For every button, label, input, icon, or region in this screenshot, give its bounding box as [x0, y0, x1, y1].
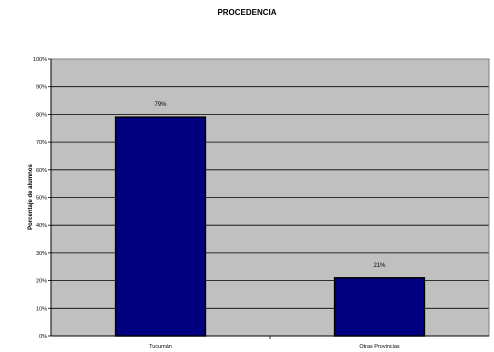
y-tick-label: 0% — [39, 334, 47, 340]
y-tick-label: 30% — [36, 251, 47, 257]
chart-title: PROCEDENCIA — [217, 8, 277, 17]
bar-0 — [114, 116, 207, 337]
x-tick-label: Otras Provincias — [359, 344, 400, 350]
y-tick-label: 80% — [36, 112, 47, 118]
y-tick-label: 90% — [36, 85, 47, 91]
x-tick-label: Tucumán — [149, 344, 172, 350]
y-tick-label: 60% — [36, 168, 47, 174]
y-tick-label: 10% — [36, 306, 47, 312]
y-tick-label: 100% — [33, 57, 47, 63]
y-tick-label: 40% — [36, 223, 47, 229]
y-tick-label: 50% — [36, 196, 47, 202]
y-tick-label: 70% — [36, 140, 47, 146]
y-axis-title: Porcentaje de alumnos — [28, 163, 34, 229]
y-tick-label: 20% — [36, 279, 47, 285]
data-label: 79% — [154, 102, 167, 108]
data-label: 21% — [373, 263, 386, 269]
bar-1 — [333, 277, 426, 337]
